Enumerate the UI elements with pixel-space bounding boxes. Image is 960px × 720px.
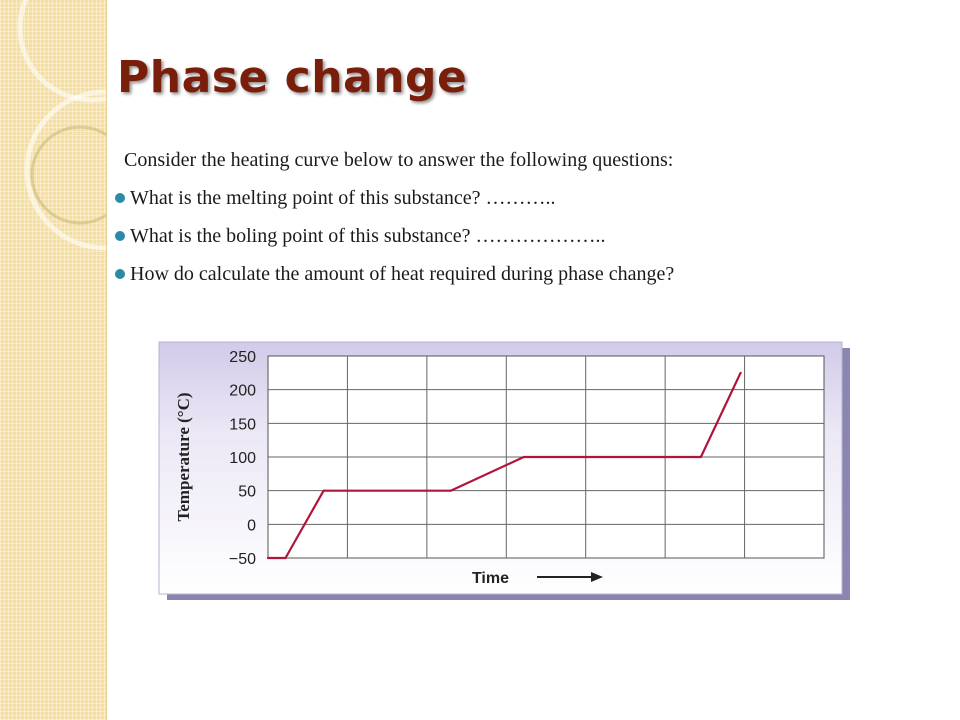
bullet-icon bbox=[115, 269, 125, 279]
x-axis-label: Time bbox=[472, 570, 509, 587]
curve-point bbox=[284, 556, 287, 560]
heating-curve-chart: 250 200 150 100 50 0 −50 Temperature (°C) Time bbox=[158, 341, 850, 600]
question-text: What is the melting point of this substa… bbox=[130, 187, 556, 209]
question-text: What is the boling point of this substan… bbox=[130, 225, 606, 247]
y-tick-label: 100 bbox=[229, 450, 256, 467]
curve-point bbox=[739, 371, 742, 374]
intro-text: Consider the heating curve below to answ… bbox=[124, 149, 674, 171]
bullet-icon bbox=[115, 193, 125, 203]
decorative-circles bbox=[17, 0, 106, 251]
curve-point bbox=[322, 489, 325, 492]
y-tick-label: −50 bbox=[229, 551, 256, 568]
y-tick-label: 250 bbox=[229, 349, 256, 366]
question-text: How do calculate the amount of heat requ… bbox=[130, 263, 675, 285]
curve-point bbox=[522, 455, 525, 459]
arrow-right-icon bbox=[537, 572, 603, 582]
heating-curve-figure: 250 200 150 100 50 0 −50 Temperature (°C) Time bbox=[157, 340, 852, 602]
y-tick-label: 200 bbox=[229, 383, 256, 400]
question-item: What is the boling point of this substan… bbox=[110, 224, 674, 262]
question-item: What is the melting point of this substa… bbox=[110, 186, 674, 224]
question-list: What is the melting point of this substa… bbox=[110, 186, 674, 300]
y-tick-label: 150 bbox=[229, 416, 256, 433]
slide-title: Phase change bbox=[117, 52, 468, 103]
y-tick-label: 0 bbox=[247, 517, 256, 534]
curve-points bbox=[266, 371, 742, 560]
y-tick-label: 50 bbox=[238, 484, 256, 501]
question-item: How do calculate the amount of heat requ… bbox=[110, 262, 674, 300]
curve-point bbox=[699, 455, 702, 459]
y-axis-label: Temperature (°C) bbox=[174, 392, 193, 521]
curve-point bbox=[266, 556, 270, 560]
bullet-icon bbox=[115, 231, 125, 241]
y-tick-labels: 250 200 150 100 50 0 −50 bbox=[229, 349, 256, 568]
curve-point bbox=[449, 489, 452, 492]
decorative-side-strip bbox=[0, 0, 107, 720]
